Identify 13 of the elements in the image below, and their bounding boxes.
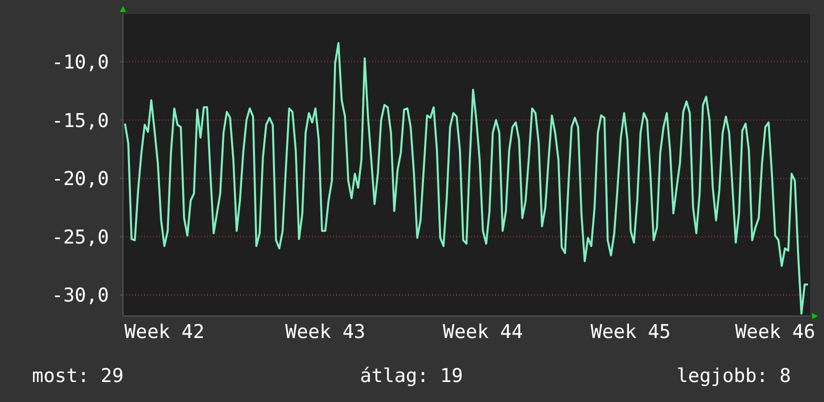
x-tick-label: Week 46 [735,321,816,343]
y-tick-label: -20,0 [52,168,109,190]
y-tick-label: -15,0 [52,110,109,132]
x-tick-label: Week 43 [285,321,366,343]
text: legjobb: 8 [676,365,791,387]
y-tick-label: -25,0 [52,226,109,248]
text: most: 29 [32,365,124,387]
y-tick-label: -10,0 [52,51,109,74]
text: átlag: 19 [360,365,463,387]
x-tick-label: Week 44 [442,321,523,343]
y-tick-label: -30,0 [52,284,109,307]
x-tick-label: Week 42 [124,321,204,343]
x-tick-label: Week 45 [590,321,671,343]
